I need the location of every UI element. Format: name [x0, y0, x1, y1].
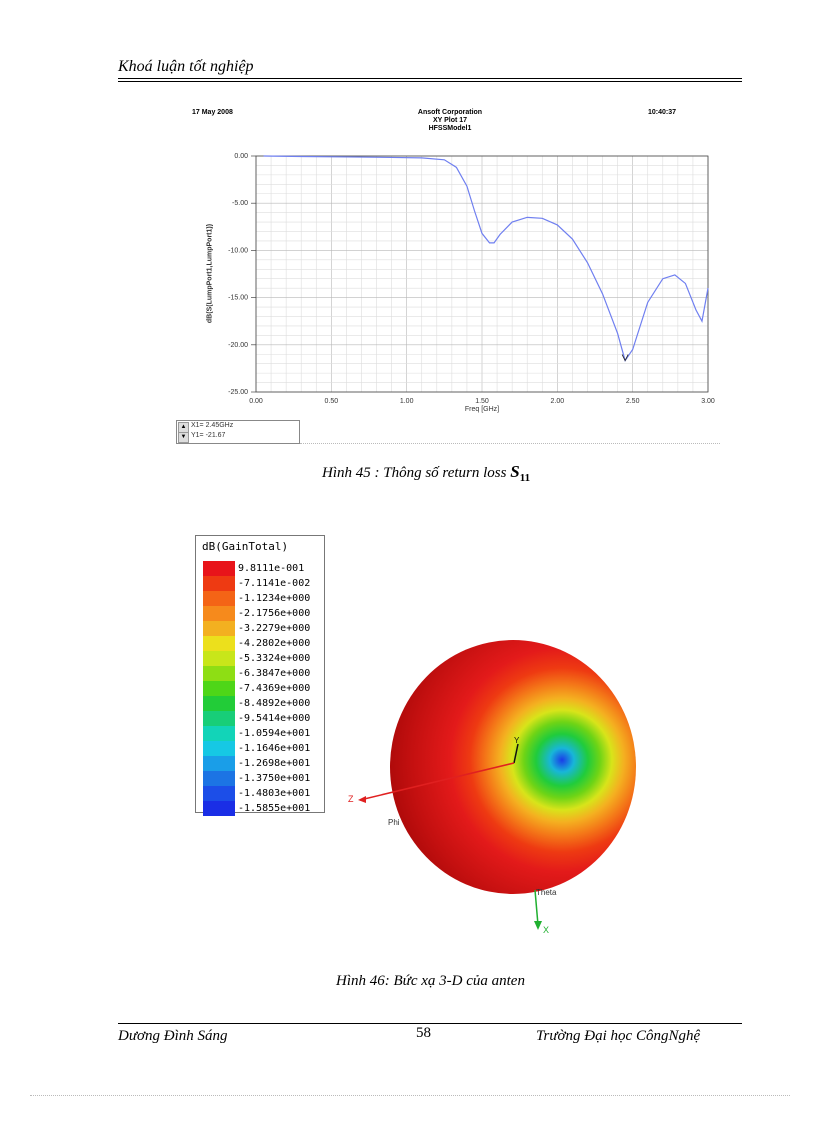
footer-school: Trường Đại học CôngNghệ: [536, 1028, 701, 1044]
legend-value: -3.2279e+000: [238, 623, 311, 634]
header-rule-2: [118, 81, 742, 82]
footer-author: Dương Đình Sáng: [118, 1028, 228, 1044]
legend-value: 9.8111e-001: [238, 563, 305, 574]
x-tick-label: 0.00: [249, 398, 263, 405]
legend-swatch: [203, 771, 235, 786]
legend-swatch: [203, 726, 235, 741]
legend-value: -8.4892e+000: [238, 698, 311, 709]
legend-value: -1.3750e+001: [238, 773, 311, 784]
gain-legend: dB(GainTotal) 9.8111e-001 -7.1141e-002 -1.…: [195, 535, 325, 816]
x-tick-label: 1.00: [400, 398, 414, 405]
plot-model: HFSSModel1: [428, 125, 472, 132]
s-symbol: S: [510, 462, 520, 481]
y-tick-label: -20.00: [228, 342, 248, 349]
footer-rule: [118, 1023, 742, 1024]
page-bottom-divider: [30, 1095, 790, 1096]
x-tick-label: 2.50: [626, 398, 640, 405]
legend-value: -9.5414e+000: [238, 713, 311, 724]
legend-value: -1.4803e+001: [238, 788, 311, 799]
page-number: 58: [416, 1025, 431, 1041]
legend-value: -1.1646e+001: [238, 743, 311, 754]
legend-swatch: [203, 711, 235, 726]
legend-swatch: [203, 591, 235, 606]
plot-name: XY Plot 17: [432, 117, 468, 124]
header-title: Khoá luận tốt nghiệp: [118, 58, 254, 75]
legend-value: -5.3324e+000: [238, 653, 311, 664]
legend-value: -1.5855e+001: [238, 803, 311, 814]
figure-46-caption: Hình 46: Bức xạ 3-D của anten: [336, 973, 525, 989]
legend-value: -1.1234e+000: [238, 593, 311, 604]
legend-swatch: [203, 576, 235, 591]
legend-value: -7.4369e+000: [238, 683, 311, 694]
legend-swatch: [203, 651, 235, 666]
axis-y-label: Y: [514, 736, 520, 745]
legend-swatch: [203, 561, 235, 576]
legend-value: -7.1141e-002: [238, 578, 311, 589]
legend-swatch: [203, 801, 235, 816]
marker-y: Y1= -21.67: [191, 432, 226, 439]
legend-swatch: [203, 756, 235, 771]
axis-z-label: Z: [348, 794, 354, 804]
figure-45-caption: Hình 45 : Thông số return loss S11: [322, 462, 530, 484]
y-tick-label: -15.00: [228, 295, 248, 302]
scroll-down-icon[interactable]: ▼: [178, 432, 189, 443]
legend-value: -6.3847e+000: [238, 668, 311, 679]
radiation-sphere: [390, 640, 636, 894]
s11-series-line: [263, 155, 709, 362]
legend-swatch: [203, 741, 235, 756]
legend-swatch: [203, 696, 235, 711]
phi-label: Phi: [388, 818, 400, 827]
theta-label: Theta: [536, 888, 557, 897]
y-tick-label: -5.00: [232, 200, 248, 207]
radiation-pattern-3d: Y Z Phi Theta X: [340, 640, 660, 940]
marker-box: ▲ ▼ X1= 2.45GHz Y1= -21.67: [176, 420, 300, 444]
axis-x-label: X: [543, 925, 550, 935]
y-tick-label: -25.00: [228, 389, 248, 396]
legend-value: -1.0594e+001: [238, 728, 311, 739]
x-tick-label: 1.50: [475, 398, 489, 405]
header-rule: [118, 78, 742, 79]
y-axis-label: dB(S(LumpPort1,LumpPort1)): [206, 223, 214, 324]
plot-company: Ansoft Corporation: [417, 109, 483, 116]
y-tick-label: 0.00: [234, 153, 248, 160]
x-tick-label: 0.50: [325, 398, 339, 405]
s-subscript: 11: [519, 472, 531, 484]
legend-value: -2.1756e+000: [238, 608, 311, 619]
marker-point: [621, 354, 629, 362]
x-tick-label: 2.00: [551, 398, 565, 405]
xy-plot-figure: 17 May 2008 Ansoft Corporation XY Plot 1…: [170, 100, 720, 445]
plot-date: 17 May 2008: [192, 109, 233, 116]
legend-value: -4.2802e+000: [238, 638, 311, 649]
legend-swatch: [203, 636, 235, 651]
y-tick-label: -10.00: [228, 247, 248, 254]
x-tick-label: 3.00: [701, 398, 715, 405]
legend-swatch: [203, 681, 235, 696]
legend-swatch: [203, 786, 235, 801]
legend-title: dB(GainTotal): [202, 540, 289, 553]
figure-45-caption-text: Hình 45 : Thông số return loss: [322, 465, 511, 481]
plot-bottom-divider: [300, 443, 720, 444]
legend-swatch: [203, 666, 235, 681]
marker-x: X1= 2.45GHz: [191, 422, 234, 429]
axes-overlay: [358, 743, 542, 930]
plot-time: 10:40:37: [648, 109, 677, 116]
x-axis-label: Freq [GHz]: [464, 406, 500, 413]
legend-swatch: [203, 621, 235, 636]
plot-area: 0.00-5.00-10.00-15.00-20.00-25.000.00 0.5…: [228, 153, 715, 405]
legend-swatch: [203, 606, 235, 621]
legend-value: -1.2698e+001: [238, 758, 311, 769]
